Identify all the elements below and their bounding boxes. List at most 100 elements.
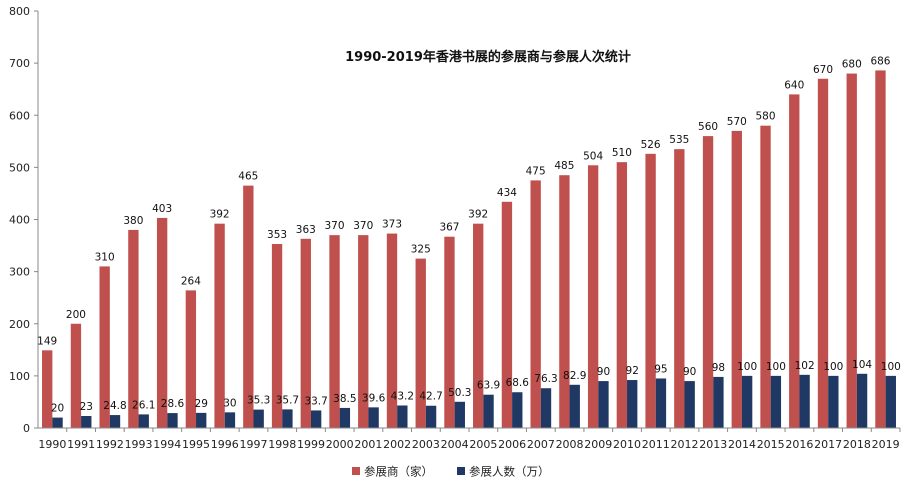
bar-exhibitors	[42, 350, 53, 428]
data-label-visitors: 100	[823, 361, 843, 373]
bar-exhibitors	[846, 73, 857, 429]
bar-exhibitors	[185, 290, 197, 428]
data-label-visitors: 42.7	[419, 391, 442, 403]
data-label-visitors: 30	[223, 397, 236, 409]
bar-exhibitors	[99, 266, 110, 428]
data-label-exhibitors: 640	[784, 79, 804, 91]
bars	[42, 70, 896, 429]
data-label-visitors: 98	[712, 362, 725, 374]
bar-visitors	[282, 409, 293, 428]
data-label-visitors: 104	[852, 359, 872, 371]
data-label-visitors: 23	[80, 401, 93, 413]
bar-exhibitors	[731, 130, 742, 428]
y-tick-label: 100	[9, 370, 30, 383]
data-label-visitors: 28.6	[161, 398, 185, 410]
legend-swatch-visitors	[457, 467, 465, 475]
legend: 参展商（家） 参展人数（万）	[352, 465, 550, 479]
x-tick-label: 2017	[814, 438, 842, 451]
data-labels: 149 20 200 23 310 24.8 380 26.1 403 28.6 264 29 392 3…	[37, 55, 901, 414]
bar-visitors	[684, 381, 695, 428]
x-tick-label: 1993	[125, 438, 153, 451]
data-label-visitors: 95	[654, 363, 667, 375]
x-tick-label: 2010	[613, 438, 641, 451]
legend-label-exhibitors: 参展商（家）	[364, 465, 433, 479]
data-label-exhibitors: 370	[353, 220, 373, 232]
data-label-visitors: 26.1	[132, 399, 155, 411]
bar-exhibitors	[817, 78, 829, 428]
bar-exhibitors	[128, 229, 139, 428]
x-tick-label: 1998	[268, 438, 296, 451]
x-tick-label: 1991	[67, 438, 95, 451]
data-label-visitors: 76.3	[534, 373, 557, 385]
bar-exhibitors	[415, 258, 426, 428]
y-tick-label: 200	[9, 318, 30, 331]
data-label-visitors: 100	[737, 361, 757, 373]
data-label-exhibitors: 560	[698, 121, 718, 133]
data-label-exhibitors: 570	[727, 116, 747, 128]
y-tick-label: 400	[9, 214, 30, 227]
data-label-visitors: 43.2	[391, 390, 414, 402]
legend-label-visitors: 参展人数（万）	[469, 465, 550, 479]
bar-visitors	[569, 384, 580, 428]
x-tick-label: 1992	[96, 438, 124, 451]
x-tick-label: 2016	[785, 438, 813, 451]
x-tick-label: 2007	[527, 438, 555, 451]
bar-visitors	[483, 394, 494, 428]
data-label-exhibitors: 526	[641, 139, 661, 151]
x-tick-label: 2009	[584, 438, 612, 451]
bar-visitors	[885, 375, 896, 428]
bar-visitors	[368, 407, 379, 428]
bar-exhibitors	[386, 233, 398, 428]
bar-visitors	[627, 380, 638, 428]
bar-exhibitors	[358, 235, 369, 428]
data-label-exhibitors: 149	[37, 335, 57, 347]
x-tick-label: 2015	[757, 438, 785, 451]
y-tick-label: 0	[23, 422, 30, 435]
y-tick-label: 300	[9, 266, 30, 279]
y-axis: 0 100 200 300 400 500 600 700 800	[9, 5, 39, 435]
data-label-visitors: 20	[51, 403, 64, 415]
x-tick-label: 2006	[498, 438, 526, 451]
bar-exhibitors	[271, 243, 283, 428]
x-tick-label: 1996	[211, 438, 239, 451]
bar-visitors	[224, 412, 236, 428]
x-tick-label: 2005	[469, 438, 497, 451]
data-label-visitors: 50.3	[448, 387, 471, 399]
data-label-exhibitors: 264	[181, 275, 201, 287]
y-tick-label: 800	[9, 5, 30, 18]
bar-exhibitors	[329, 235, 340, 428]
x-tick-label: 2019	[872, 438, 900, 451]
data-label-visitors: 38.5	[333, 393, 356, 405]
x-tick-label: 2003	[412, 438, 440, 451]
bar-visitors	[397, 405, 408, 428]
data-label-exhibitors: 510	[612, 147, 632, 159]
y-tick-label: 600	[9, 109, 30, 122]
bar-visitors	[454, 401, 465, 428]
data-label-exhibitors: 353	[267, 229, 287, 241]
x-tick-label: 2002	[383, 438, 411, 451]
bar-visitors	[52, 417, 63, 428]
bar-visitors	[598, 381, 609, 428]
x-tick-label: 2018	[843, 438, 871, 451]
x-tick-label: 1999	[297, 438, 325, 451]
x-axis: 1990 1991 1992 1993 1994 1995 1996 1997 1998 1999…	[38, 427, 901, 451]
data-label-visitors: 100	[881, 361, 901, 373]
data-label-visitors: 63.9	[477, 380, 500, 392]
x-tick-label: 2012	[671, 438, 699, 451]
data-label-exhibitors: 670	[813, 64, 833, 76]
x-tick-label: 2000	[326, 438, 354, 451]
bar-exhibitors	[875, 70, 886, 429]
bar-visitors	[713, 376, 724, 428]
x-tick-label: 2008	[556, 438, 584, 451]
x-tick-label: 2013	[699, 438, 727, 451]
bar-visitors	[109, 415, 121, 428]
bar-exhibitors	[243, 185, 254, 428]
bar-visitors	[540, 388, 552, 428]
bar-exhibitors	[156, 217, 168, 428]
bar-exhibitors	[530, 180, 541, 428]
data-label-exhibitors: 403	[152, 203, 172, 215]
bar-exhibitors	[674, 149, 685, 428]
data-label-visitors: 82.9	[563, 370, 586, 382]
bar-exhibitors	[444, 236, 455, 428]
